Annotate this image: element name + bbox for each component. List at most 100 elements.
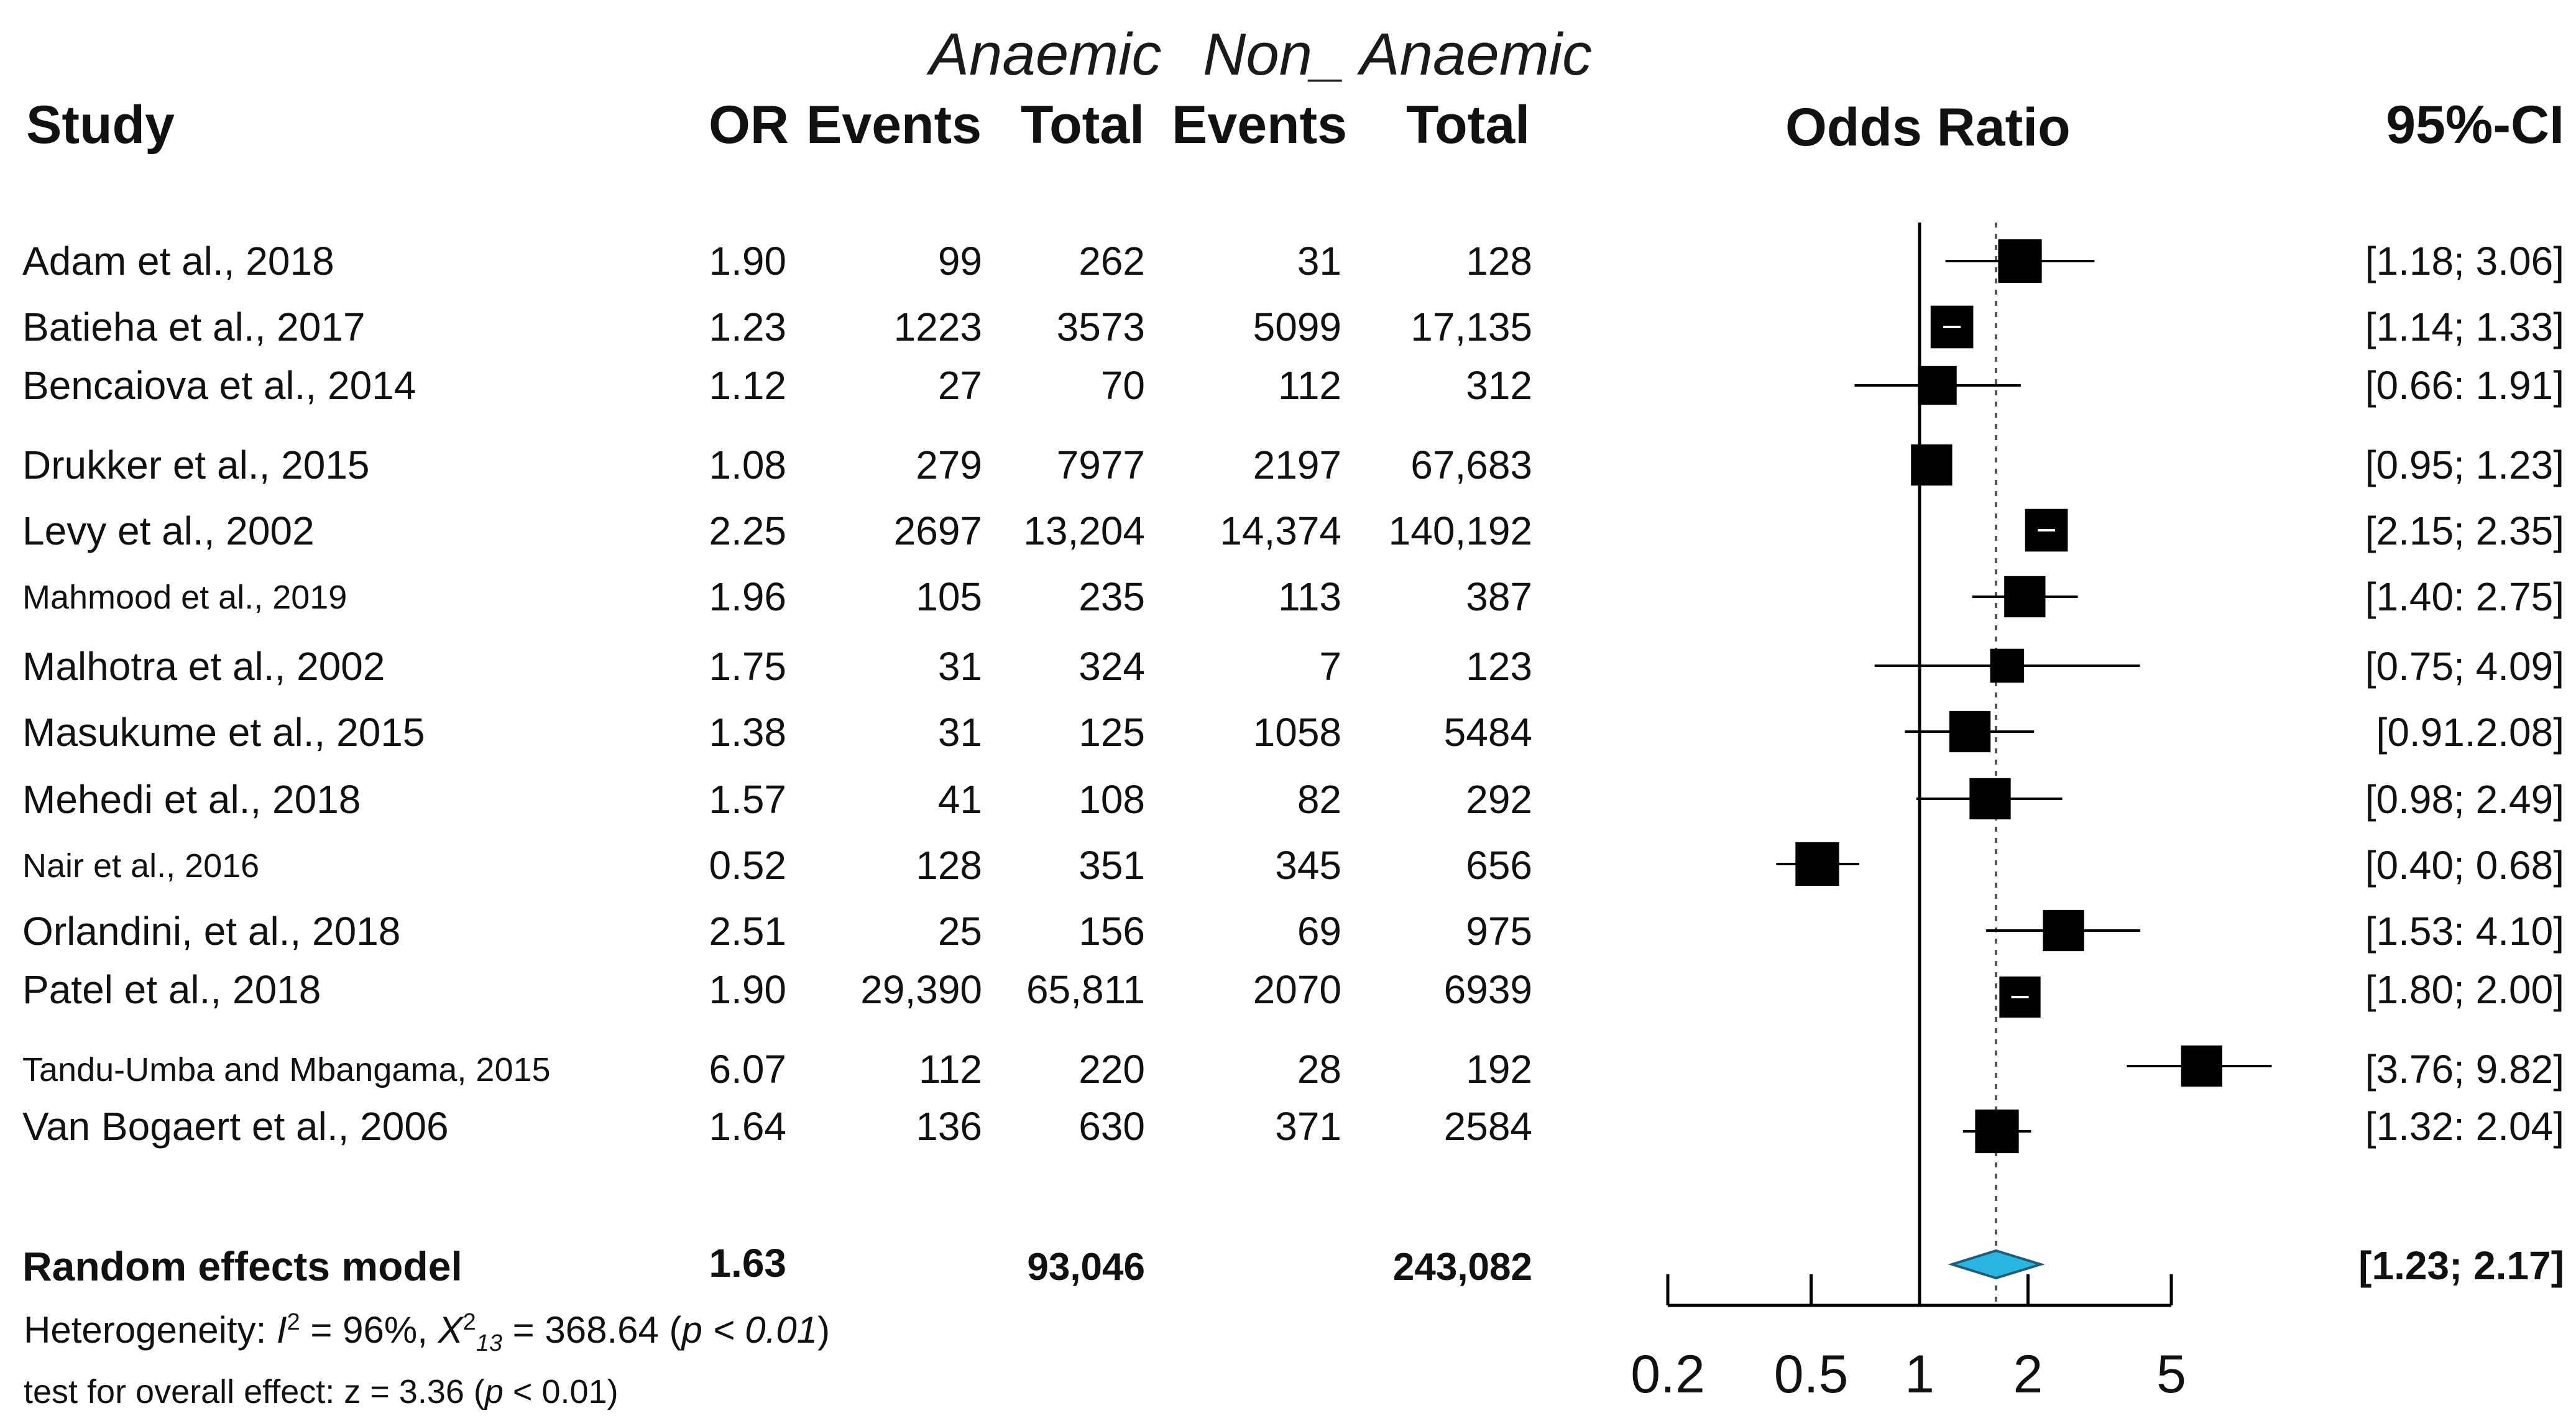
heterogeneity-line: Heterogeneity: I2 = 96%, X213 = 368.64 (… (24, 1310, 830, 1355)
close-paren: ) (817, 1309, 830, 1351)
odds-ratio-value: 6.07 (709, 1047, 786, 1092)
confidence-interval: [0.98; 2.49] (2365, 777, 2564, 822)
study-name: Drukker et al., 2015 (22, 443, 370, 487)
i2-sup: 2 (287, 1309, 300, 1335)
confidence-interval: [1.14; 1.33] (2365, 305, 2564, 349)
total-non-anaemic: 975 (1466, 909, 1532, 954)
confidence-interval: [1.32: 2.04] (2365, 1104, 2564, 1149)
total-anaemic: 156 (1079, 909, 1145, 954)
x-axis-tick-label: 0.2 (1631, 1345, 1705, 1404)
confidence-interval: [3.76; 9.82] (2365, 1047, 2564, 1092)
overall-prefix: test for overall effect: z = 3.36 ( (24, 1373, 485, 1410)
confidence-interval: [0.95; 1.23] (2365, 443, 2564, 487)
summary-total-non-anaemic: 243,082 (1392, 1246, 1532, 1289)
odds-ratio-value: 1.12 (709, 363, 786, 408)
events-non-anaemic: 371 (1275, 1104, 1341, 1149)
study-name: Van Bogaert et al., 2006 (22, 1104, 449, 1149)
total-non-anaemic: 312 (1466, 363, 1532, 408)
events-non-anaemic: 7 (1319, 644, 1341, 689)
events-non-anaemic: 113 (1277, 574, 1341, 619)
study-name: Mehedi et al., 2018 (22, 777, 361, 822)
odds-ratio-value: 1.64 (709, 1104, 786, 1149)
x-axis-tick-label: 0.5 (1774, 1345, 1849, 1404)
heterogeneity-prefix: Heterogeneity: (24, 1309, 267, 1351)
study-name: Batieha et al., 2017 (22, 305, 366, 349)
study-name: Patel et al., 2018 (22, 967, 321, 1012)
events-anaemic: 27 (937, 363, 982, 408)
events-anaemic: 99 (937, 239, 982, 283)
events-non-anaemic: 31 (1297, 239, 1341, 283)
confidence-interval: [1.53: 4.10] (2365, 909, 2564, 954)
events-anaemic: 31 (937, 710, 982, 755)
x-axis-tick-label: 1 (1905, 1345, 1934, 1404)
overall-p-symbol: p (484, 1373, 504, 1410)
confidence-interval: [0.91.2.08] (2376, 710, 2564, 755)
column-header-total-anaemic: Total (1021, 95, 1145, 155)
events-anaemic: 29,390 (860, 967, 982, 1012)
study-marker-square (1918, 366, 1957, 405)
total-non-anaemic: 6939 (1443, 967, 1532, 1012)
events-anaemic: 31 (937, 644, 982, 689)
x-axis-tick-label: 5 (2156, 1345, 2186, 1404)
total-non-anaemic: 67,683 (1410, 443, 1532, 487)
confidence-interval: [2.15; 2.35] (2365, 508, 2564, 553)
odds-ratio-value: 1.90 (709, 239, 786, 283)
odds-ratio-value: 1.57 (709, 777, 786, 822)
total-non-anaemic: 292 (1466, 777, 1532, 822)
odds-ratio-value: 1.38 (709, 710, 786, 755)
total-anaemic: 65,811 (1026, 967, 1145, 1012)
column-header-ci: 95%-CI (2386, 95, 2564, 155)
study-name: Nair et al., 2016 (22, 847, 260, 885)
total-non-anaemic: 123 (1466, 644, 1532, 689)
study-name: Tandu-Umba and Mbangama, 2015 (22, 1051, 551, 1088)
study-marker-square (2043, 909, 2084, 952)
chi-sub: 13 (476, 1330, 502, 1356)
total-non-anaemic: 387 (1466, 574, 1532, 619)
events-anaemic: 2697 (893, 508, 982, 553)
column-header-events-anaemic: Events (806, 95, 982, 155)
study-name: Mahmood et al., 2019 (22, 579, 347, 616)
total-anaemic: 125 (1079, 710, 1145, 755)
confidence-interval: [0.75; 4.09] (2365, 644, 2564, 689)
odds-ratio-value: 0.52 (709, 843, 786, 888)
odds-ratio-value: 1.75 (709, 644, 786, 689)
study-name: Masukume et al., 2015 (22, 710, 425, 755)
confidence-interval: [1.18; 3.06] (2365, 239, 2564, 283)
events-non-anaemic: 82 (1297, 777, 1341, 822)
events-anaemic: 136 (916, 1104, 982, 1149)
summary-total-anaemic: 93,046 (1027, 1246, 1145, 1289)
summary-or: 1.63 (709, 1241, 786, 1285)
odds-ratio-value: 1.90 (709, 967, 786, 1012)
total-non-anaemic: 140,192 (1388, 508, 1532, 553)
events-anaemic: 279 (916, 443, 982, 487)
events-non-anaemic: 1058 (1253, 710, 1341, 755)
total-non-anaemic: 128 (1466, 239, 1532, 283)
p-symbol: p (681, 1309, 702, 1351)
group-title-non-anaemic: Non_ Anaemic (1203, 21, 1593, 88)
events-non-anaemic: 345 (1275, 843, 1341, 888)
study-name: Levy et al., 2002 (22, 508, 315, 553)
chi-value: = 368.64 ( (512, 1309, 682, 1351)
study-marker-square (1911, 444, 1953, 486)
events-anaemic: 128 (916, 843, 982, 888)
group-title-anaemic: Anaemic (929, 21, 1162, 88)
i2-value: = 96%, (310, 1309, 428, 1351)
column-header-odds-ratio: Odds Ratio (1785, 98, 2071, 157)
confidence-interval: [1.40: 2.75] (2365, 574, 2564, 619)
confidence-interval: [1.80; 2.00] (2365, 967, 2564, 1012)
odds-ratio-value: 2.51 (709, 909, 786, 954)
events-anaemic: 105 (916, 574, 982, 619)
study-name: Orlandini, et al., 2018 (22, 909, 401, 954)
study-marker-square (1975, 1109, 2019, 1154)
total-anaemic: 70 (1100, 363, 1145, 408)
events-anaemic: 41 (937, 777, 982, 822)
total-anaemic: 13,204 (1023, 508, 1145, 553)
study-marker-square (1990, 648, 2025, 683)
total-non-anaemic: 192 (1466, 1047, 1532, 1092)
total-anaemic: 108 (1079, 777, 1145, 822)
column-header-or: OR (709, 95, 789, 155)
study-marker-square (1795, 842, 1839, 886)
events-non-anaemic: 69 (1297, 909, 1341, 954)
odds-ratio-value: 1.23 (709, 305, 786, 349)
